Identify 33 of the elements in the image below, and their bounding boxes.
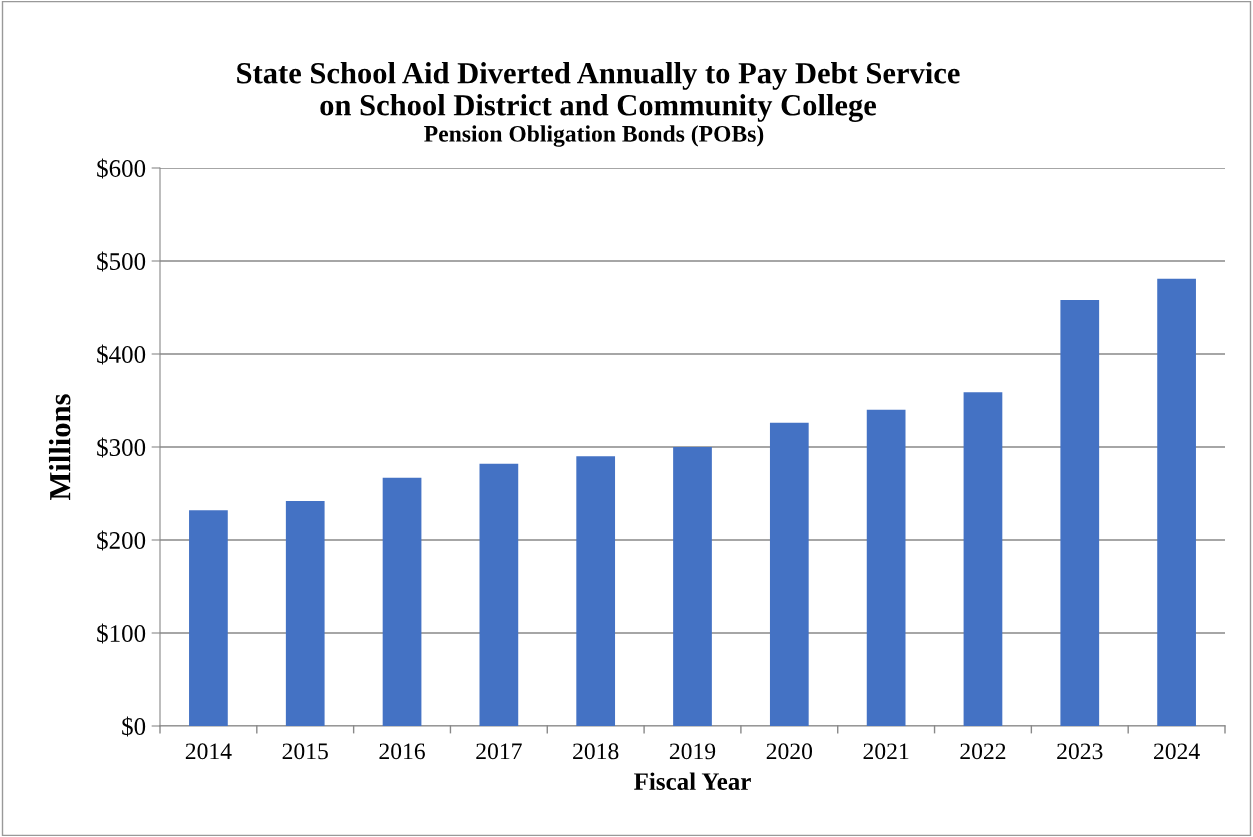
x-tick-label: 2020 xyxy=(766,743,813,760)
y-tick-label: $500 xyxy=(97,251,146,272)
x-tick-label: 2018 xyxy=(573,743,619,760)
x-axis-title: Fiscal Year xyxy=(634,772,751,791)
y-tick-label: $0 xyxy=(122,716,146,737)
x-tick-label: 2023 xyxy=(1057,743,1103,760)
bar xyxy=(1060,300,1100,726)
x-tick-label: 2021 xyxy=(863,743,909,760)
x-tick-label: 2017 xyxy=(476,743,522,760)
bar xyxy=(189,510,228,726)
x-tick-label: 2014 xyxy=(185,743,232,760)
bar xyxy=(479,463,519,726)
bar xyxy=(576,456,616,726)
bar xyxy=(673,447,712,726)
bar xyxy=(866,409,906,726)
bar xyxy=(769,422,809,726)
y-tick-label: $300 xyxy=(97,437,146,458)
y-tick-label: $400 xyxy=(97,344,146,365)
bar xyxy=(285,500,325,726)
y-tick-label: $200 xyxy=(97,530,146,551)
bar xyxy=(1157,278,1196,726)
x-tick-label: 2019 xyxy=(669,743,716,760)
y-axis-title: Millions xyxy=(48,394,71,500)
chart-subtitle: Pension Obligation Bonds (POBs) xyxy=(424,125,764,147)
y-tick-label: $600 xyxy=(97,158,146,179)
x-tick-label: 2016 xyxy=(379,743,425,760)
x-tick-label: 2022 xyxy=(960,743,1006,760)
x-tick-label: 2015 xyxy=(282,743,328,760)
chart-title: State School Aid Diverted Annually to Pay Debt Service on School District and Community College xyxy=(237,62,960,122)
bar xyxy=(963,392,1003,726)
x-tick-label: 2024 xyxy=(1154,743,1200,760)
y-tick-label: $100 xyxy=(97,623,146,644)
bar xyxy=(382,477,422,726)
